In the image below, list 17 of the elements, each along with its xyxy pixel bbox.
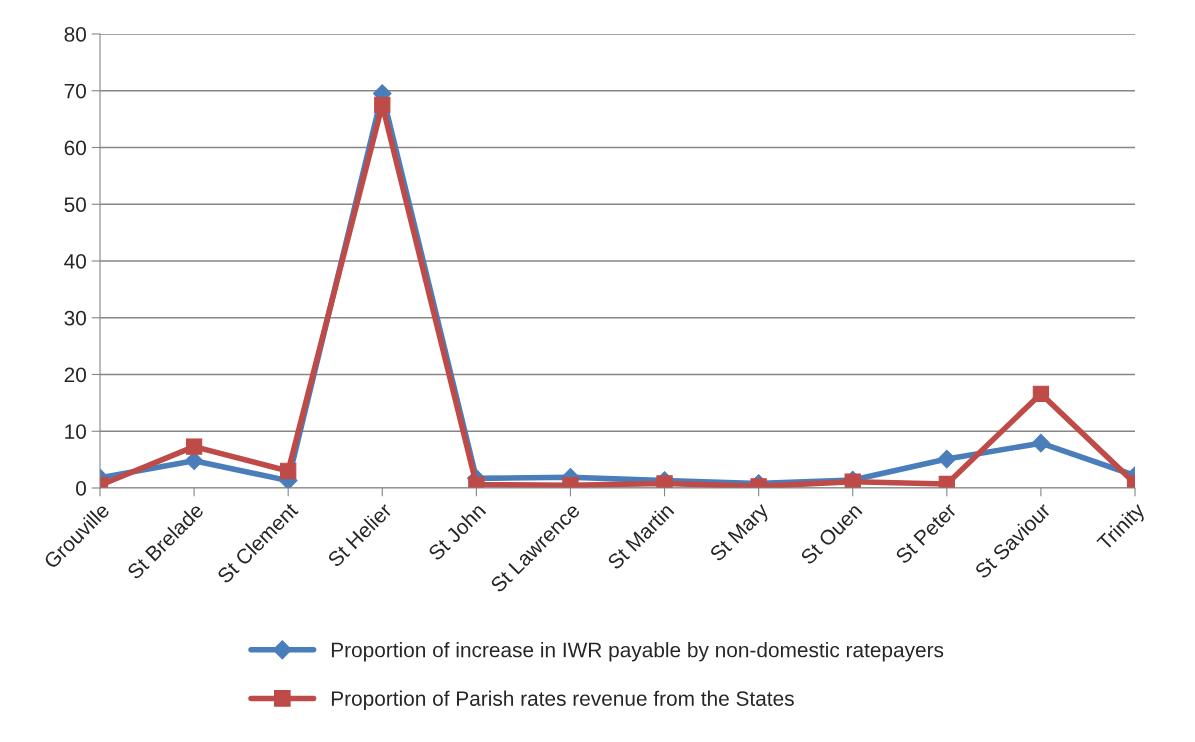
point (1031, 433, 1051, 453)
point (937, 449, 957, 469)
y-tick-label: 40 (64, 254, 86, 269)
legend-label: Proportion of increase in IWR payable by non-domestic ratepayers (331, 642, 944, 662)
y-tick-label: 50 (64, 197, 86, 212)
y-tick-label: 10 (65, 424, 86, 439)
y-tick-label: 20 (64, 367, 86, 383)
y-tick-label: 70 (64, 83, 86, 99)
y-tick-label: 30 (64, 310, 86, 326)
y-tick-label: 60 (64, 140, 86, 156)
point (374, 96, 391, 114)
point (1032, 385, 1050, 402)
point (185, 438, 203, 455)
y-tick-label: 0 (76, 481, 86, 496)
legend-label: Proportion of Parish rates revenue from the States (331, 690, 794, 711)
point (280, 462, 297, 480)
y-tick-label: 80 (64, 27, 86, 42)
